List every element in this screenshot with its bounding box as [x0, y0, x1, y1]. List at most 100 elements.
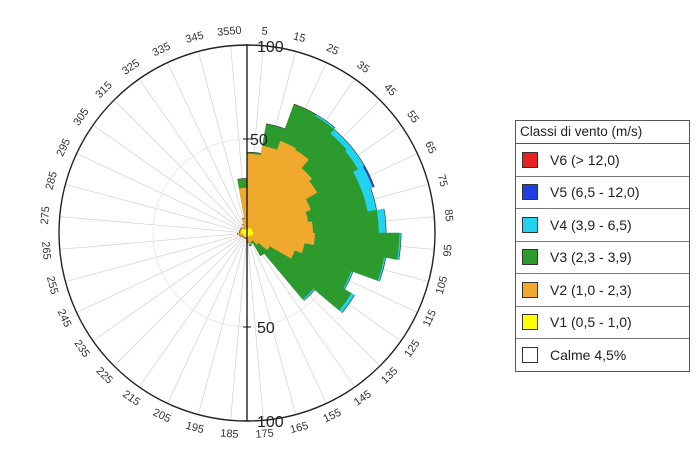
legend-item: V1 (0,5 - 1,0) — [516, 307, 689, 339]
legend-item: V3 (2,3 - 3,9) — [516, 242, 689, 274]
legend-swatch — [522, 281, 538, 298]
direction-label: 325 — [120, 57, 142, 77]
direction-label: 255 — [44, 275, 60, 296]
legend-item: V2 (1,0 - 2,3) — [516, 274, 689, 307]
ring-labels: 50 100 50 100 — [250, 39, 284, 431]
wind-sector-bar — [246, 149, 309, 234]
wind-sector-outline — [266, 123, 286, 130]
direction-label: 155 — [321, 407, 343, 426]
wind-sector-outline — [241, 217, 245, 220]
legend: Classi di vento (m/s) V6 (> 12,0) V5 (6,5… — [515, 120, 690, 372]
direction-label: 85 — [442, 209, 455, 222]
direction-label: 185 — [220, 427, 239, 441]
direction-label: 15 — [292, 30, 307, 45]
direction-label: 35 — [354, 59, 371, 76]
wind-sector-bar — [246, 232, 314, 300]
direction-label: 65 — [422, 140, 438, 156]
direction-label: 245 — [55, 307, 74, 329]
legend-label: Calme 4,5% — [550, 346, 627, 363]
wind-sector-outline — [350, 145, 365, 166]
wind-sector-outline — [239, 235, 241, 237]
wind-sector-outline — [344, 271, 354, 290]
direction-label: 3550 — [217, 25, 242, 39]
direction-label: 75 — [435, 173, 450, 188]
wind-sector-outline — [315, 113, 336, 129]
legend-label: V4 (3,9 - 6,5) — [550, 216, 632, 233]
legend-swatch — [522, 249, 538, 266]
direction-label: 215 — [120, 388, 142, 408]
ring-label: 100 — [257, 414, 284, 431]
wind-sector-outline — [260, 252, 265, 257]
direction-label: 265 — [39, 241, 53, 260]
wind-sector-outline — [241, 235, 243, 237]
direction-label: 125 — [402, 338, 422, 360]
wind-sector-bar — [246, 232, 352, 311]
direction-label: 195 — [184, 420, 205, 436]
wind-sector-outline — [249, 245, 252, 247]
wind-sector-bar — [246, 198, 311, 234]
wind-sector-outline — [303, 289, 315, 301]
wind-sector-bar — [246, 232, 295, 259]
direction-label: 25 — [324, 42, 340, 58]
direction-label: 235 — [71, 338, 91, 360]
legend-label: V3 (2,3 - 3,9) — [550, 249, 632, 266]
wind-sector-outline — [243, 237, 245, 239]
wind-sector-outline — [379, 257, 387, 282]
wind-sector-outline — [239, 229, 241, 231]
direction-label: 105 — [434, 275, 450, 296]
legend-swatch — [522, 314, 538, 331]
direction-label: 225 — [93, 365, 114, 386]
direction-label: 145 — [352, 388, 374, 408]
direction-label: 305 — [71, 106, 91, 128]
legend-title: Classi di vento (m/s) — [516, 121, 689, 144]
polar-axes — [58, 44, 436, 422]
wind-sector-outline — [363, 165, 375, 187]
direction-label: 285 — [44, 170, 60, 191]
direction-label: 295 — [55, 137, 74, 159]
direction-label: 175 — [255, 427, 274, 441]
direction-label: 205 — [151, 407, 173, 426]
direction-label: 5 — [261, 25, 268, 37]
wind-sector-outline — [240, 227, 242, 230]
wind-sector-outline — [250, 242, 253, 244]
direction-label: 55 — [404, 109, 421, 126]
direction-label: 315 — [93, 79, 114, 100]
ring-label: 100 — [257, 39, 284, 56]
wind-sector-outline — [242, 236, 244, 238]
wind-sector-outline — [293, 103, 316, 115]
wind-sector-outline — [370, 187, 377, 211]
wind-sector-outline — [242, 223, 244, 226]
wind-sector-bar — [246, 167, 313, 234]
legend-item: V4 (3,9 - 6,5) — [516, 209, 689, 242]
wind-sector-bar — [246, 232, 259, 245]
legend-item: Calme 4,5% — [516, 339, 689, 371]
ring-label: 50 — [257, 320, 275, 337]
legend-swatch — [522, 216, 538, 233]
wind-sectors — [237, 103, 402, 314]
ring-label: 50 — [250, 132, 268, 149]
direction-label: 165 — [289, 420, 310, 436]
direction-label: 95 — [442, 244, 455, 257]
legend-swatch — [522, 151, 538, 168]
wind-sector-bar — [246, 232, 305, 254]
direction-label: 45 — [381, 82, 398, 99]
wind-sector-bar — [246, 140, 297, 234]
direction-label: 345 — [184, 30, 205, 46]
wind-sector-bar — [246, 232, 271, 251]
wind-sector-outline — [398, 232, 402, 260]
legend-label: V1 (0,5 - 1,0) — [550, 314, 632, 331]
wind-sector-outline — [241, 227, 243, 229]
legend-label: V6 (> 12,0) — [550, 151, 620, 168]
direction-label: 115 — [421, 308, 439, 329]
direction-label: 135 — [379, 365, 400, 386]
wind-sector-outline — [383, 208, 387, 234]
legend-item: V6 (> 12,0) — [516, 144, 689, 177]
direction-label: 275 — [39, 206, 53, 225]
legend-item: V5 (6,5 - 12,0) — [516, 177, 689, 209]
legend-label: V5 (6,5 - 12,0) — [550, 184, 640, 201]
wind-sector-outline — [333, 129, 351, 147]
direction-label: 335 — [151, 41, 173, 60]
legend-label: V2 (1,0 - 2,3) — [550, 281, 632, 298]
